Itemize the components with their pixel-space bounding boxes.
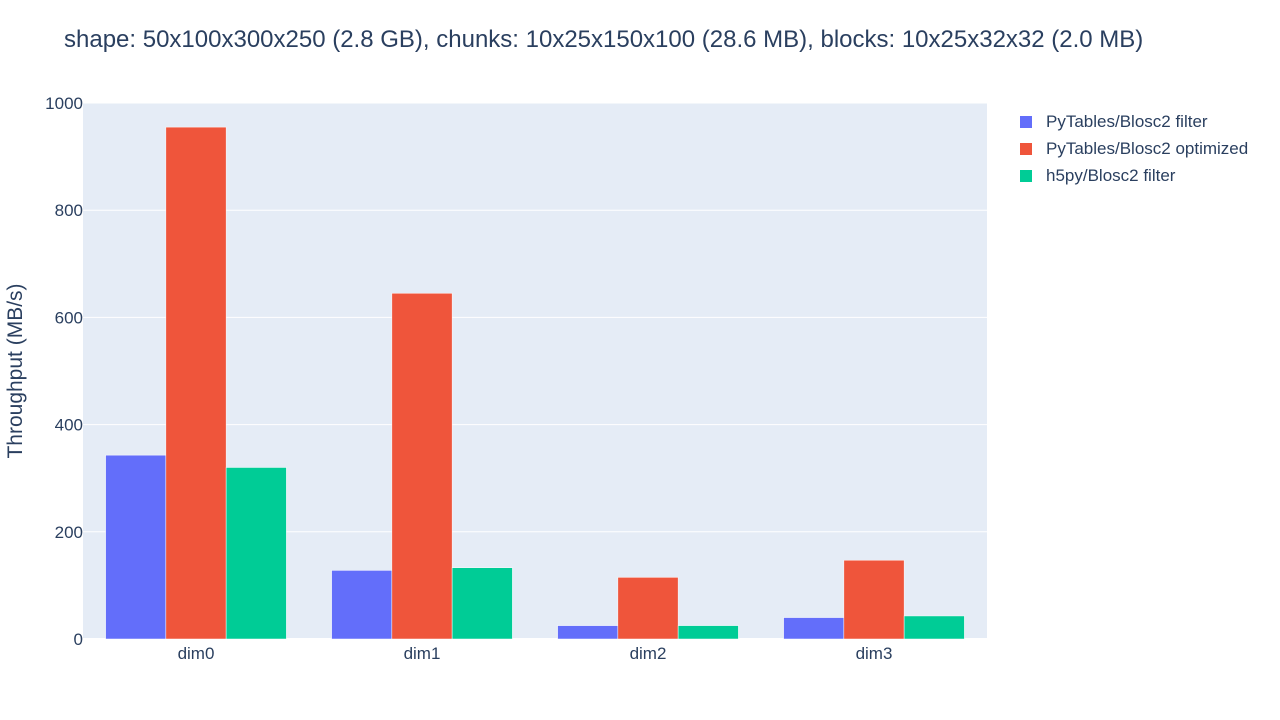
- legend-swatch: [1020, 116, 1032, 128]
- y-tick-label: 800: [55, 201, 83, 220]
- x-tick-label: dim1: [404, 644, 441, 663]
- bar-dim2-series-2: [678, 626, 738, 639]
- legend-item[interactable]: h5py/Blosc2 filter: [1020, 162, 1248, 189]
- bar-dim1-series-2: [452, 568, 512, 639]
- y-tick-label: 400: [55, 416, 83, 435]
- legend-label: h5py/Blosc2 filter: [1046, 166, 1175, 186]
- bar-dim3-series-0: [784, 618, 844, 639]
- legend-label: PyTables/Blosc2 optimized: [1046, 139, 1248, 159]
- y-tick-label: 600: [55, 308, 83, 327]
- bar-dim0-series-2: [226, 467, 286, 639]
- y-tick-label: 1000: [45, 94, 83, 113]
- x-tick-label: dim0: [178, 644, 215, 663]
- legend-item[interactable]: PyTables/Blosc2 optimized: [1020, 135, 1248, 162]
- legend-item[interactable]: PyTables/Blosc2 filter: [1020, 108, 1248, 135]
- y-axis-title: Throughput (MB/s): [4, 283, 27, 458]
- legend: PyTables/Blosc2 filter PyTables/Blosc2 op…: [1020, 108, 1248, 189]
- y-axis-ticks: 0 200 400 600 800 1000: [45, 94, 83, 649]
- bar-dim2-series-0: [558, 626, 618, 639]
- x-tick-label: dim2: [630, 644, 667, 663]
- bar-dim0-series-0: [106, 455, 166, 639]
- bar-dim3-series-1: [844, 560, 904, 639]
- x-tick-label: dim3: [856, 644, 893, 663]
- y-tick-label: 200: [55, 523, 83, 542]
- legend-label: PyTables/Blosc2 filter: [1046, 112, 1208, 132]
- legend-swatch: [1020, 170, 1032, 182]
- y-tick-label: 0: [74, 630, 83, 649]
- x-axis-ticks: dim0 dim1 dim2 dim3: [178, 644, 893, 663]
- bar-dim1-series-0: [332, 570, 392, 639]
- bar-dim1-series-1: [392, 293, 452, 639]
- bar-dim3-series-2: [904, 616, 964, 639]
- bar-dim2-series-1: [618, 577, 678, 639]
- legend-swatch: [1020, 143, 1032, 155]
- bar-dim0-series-1: [166, 127, 226, 639]
